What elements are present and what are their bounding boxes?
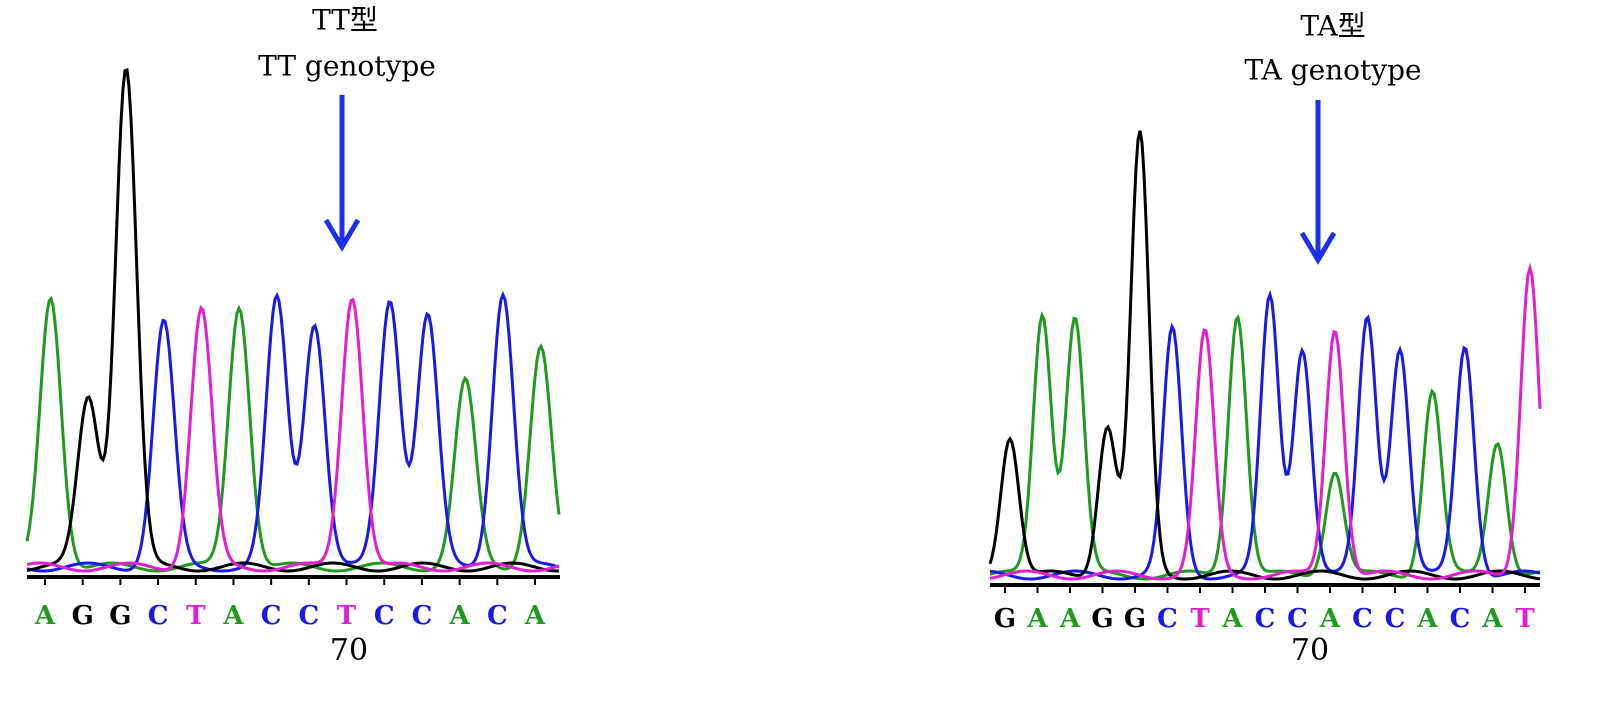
base-call: A — [1319, 604, 1341, 634]
base-call: C — [298, 601, 319, 631]
base-call: A — [1059, 604, 1081, 634]
base-call: A — [1026, 604, 1048, 634]
base-call: T — [186, 601, 206, 631]
title-cn: TT型 — [312, 4, 378, 37]
base-call: C — [1287, 604, 1308, 634]
trace — [989, 289, 1541, 581]
base-call: G — [109, 601, 131, 631]
base-call: C — [1255, 604, 1276, 634]
base-call: A — [524, 601, 546, 631]
base-call: C — [487, 601, 508, 631]
base-call: C — [374, 601, 395, 631]
trace — [26, 68, 559, 573]
base-call: C — [1450, 604, 1471, 634]
base-call: A — [449, 601, 471, 631]
base-call: A — [222, 601, 244, 631]
position-label: 70 — [330, 633, 368, 668]
base-call: C — [261, 601, 282, 631]
base-call: G — [72, 601, 94, 631]
base-call: T — [1515, 604, 1535, 634]
base-call: C — [1385, 604, 1406, 634]
trace — [25, 295, 561, 573]
arrow — [1299, 100, 1337, 265]
base-call: A — [1481, 604, 1503, 634]
trace — [989, 262, 1542, 581]
title-en: TA genotype — [1244, 54, 1421, 87]
base-call: A — [1416, 604, 1438, 634]
trace — [989, 311, 1541, 581]
trace — [26, 297, 560, 573]
base-call: G — [994, 604, 1016, 634]
arrow — [323, 95, 361, 252]
trace — [988, 130, 1541, 581]
position-label: 70 — [1291, 633, 1329, 668]
base-call: T — [337, 601, 357, 631]
base-call: C — [412, 601, 433, 631]
title-cn: TA型 — [1300, 10, 1365, 43]
base-call: G — [1091, 604, 1113, 634]
base-call: A — [1221, 604, 1243, 634]
base-call: A — [34, 601, 56, 631]
base-call: T — [1190, 604, 1210, 634]
base-call: C — [148, 601, 169, 631]
base-call: C — [1157, 604, 1178, 634]
base-call: C — [1352, 604, 1373, 634]
title-en: TT genotype — [258, 50, 436, 83]
base-call: G — [1124, 604, 1146, 634]
